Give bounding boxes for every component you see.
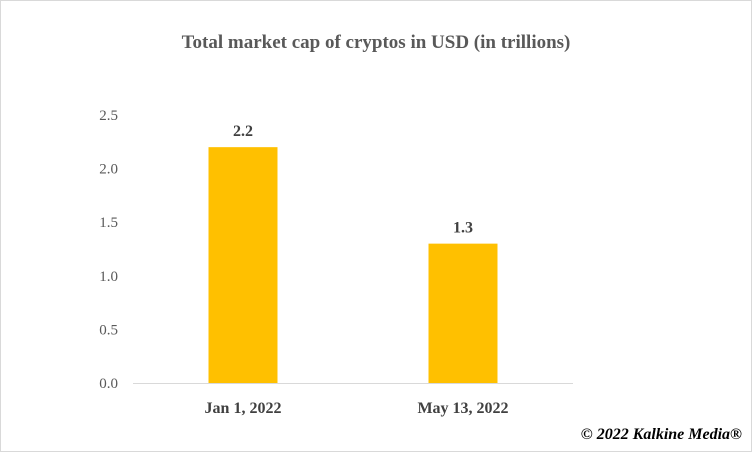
y-tick-label: 0.5 <box>99 322 118 338</box>
bar <box>208 147 278 383</box>
category-labels: Jan 1, 2022 May 13, 2022 <box>205 400 509 417</box>
copyright-notice: © 2022 Kalkine Media® <box>580 426 742 443</box>
data-labels: 2.2 1.3 <box>233 123 473 236</box>
y-tick-label: 1.5 <box>99 215 118 231</box>
data-label: 2.2 <box>233 123 253 140</box>
bar <box>428 243 498 383</box>
chart-title: Total market cap of cryptos in USD (in t… <box>181 32 571 53</box>
category-label: May 13, 2022 <box>417 400 508 417</box>
y-tick-label: 0.0 <box>99 376 118 392</box>
y-axis-ticks: 0.0 0.5 1.0 1.5 2.0 2.5 <box>99 108 118 392</box>
y-tick-label: 1.0 <box>99 269 118 285</box>
y-tick-label: 2.0 <box>99 162 118 178</box>
bars <box>208 147 498 383</box>
category-label: Jan 1, 2022 <box>205 400 282 417</box>
data-label: 1.3 <box>453 220 473 237</box>
y-tick-label: 2.5 <box>99 108 118 124</box>
